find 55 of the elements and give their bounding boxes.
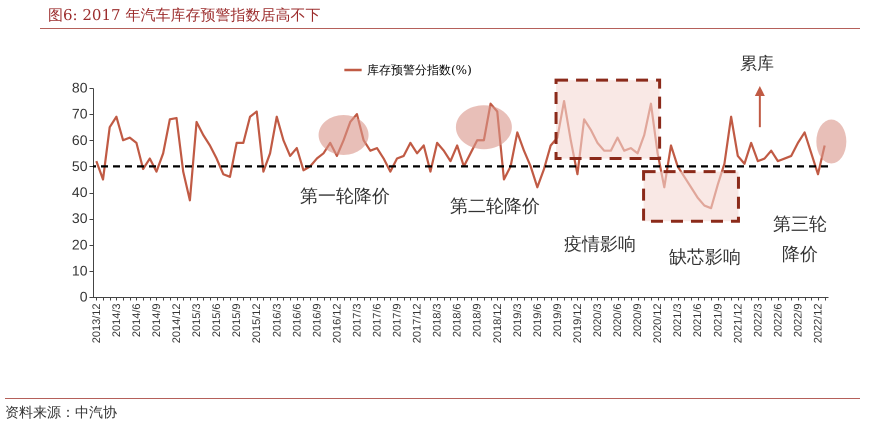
x-tick-label: 2017/6 [371, 304, 384, 338]
x-tick-label: 2022/3 [752, 304, 764, 338]
x-tick-label: 2020/12 [652, 304, 664, 344]
x-tick-label: 2014/6 [130, 304, 143, 338]
x-tick-label: 2021/9 [712, 304, 724, 338]
x-tick-label: 2020/6 [612, 304, 624, 338]
annotation: 疫情影响 [564, 234, 636, 255]
x-tick-label: 2015/12 [251, 304, 264, 344]
x-tick-label: 2018/6 [452, 304, 464, 338]
y-tick-label: 40 [72, 184, 88, 200]
x-tick-label: 2022/12 [812, 304, 824, 344]
x-tick-label: 2017/12 [412, 304, 424, 344]
text: 资料来源：中汽协 [5, 405, 117, 421]
annotation: 第三轮降价 [773, 214, 827, 265]
x-tick-label: 2014/12 [171, 304, 184, 344]
x-tick-label: 2016/9 [311, 304, 324, 338]
x-tick-label: 2019/6 [532, 304, 544, 338]
y-tick-label: 30 [72, 210, 88, 226]
x-tick-label: 2016/3 [271, 304, 284, 338]
annotation: 第一轮降价 [300, 186, 390, 207]
y-tick-label: 80 [72, 80, 88, 96]
y-tick-label: 60 [72, 132, 88, 148]
x-tick-label: 2018/9 [472, 304, 484, 338]
x-tick-label: 2021/12 [732, 304, 744, 344]
x-tick-label: 2015/6 [211, 304, 224, 338]
x-tick-label: 2017/3 [351, 304, 364, 338]
y-tick-label: 70 [72, 106, 88, 122]
x-tick-label: 2017/9 [392, 304, 404, 338]
x-tick-label: 2014/9 [150, 304, 163, 338]
x-tick-label: 2016/12 [331, 304, 344, 344]
y-tick-label: 50 [72, 158, 88, 174]
text: 累库 [740, 54, 774, 74]
x-tick-label: 2022/9 [792, 304, 804, 338]
x-tick-label: 2015/3 [191, 304, 204, 338]
y-tick-label: 10 [72, 262, 88, 278]
x-tick-label: 2021/6 [692, 304, 704, 338]
y-tick-label: 20 [72, 236, 88, 252]
x-tick-label: 2016/6 [291, 304, 304, 338]
x-tick-label: 2019/9 [552, 304, 564, 338]
x-tick-label: 2019/3 [512, 304, 524, 338]
chart-title: 图6: 2017 年汽车库存预警指数居高不下 [48, 6, 320, 24]
x-tick-label: 2020/9 [632, 304, 644, 338]
annotation: 第二轮降价 [450, 196, 540, 217]
x-tick-label: 2014/3 [110, 304, 123, 338]
annotation: 缺芯影响 [669, 247, 741, 268]
x-tick-label: 2020/3 [592, 304, 604, 338]
x-tick-label: 2021/3 [672, 304, 684, 338]
x-tick-label: 2013/12 [90, 304, 103, 344]
x-tick-label: 2018/12 [492, 304, 504, 344]
legend-label: 库存预警分指数(%) [367, 63, 472, 77]
x-tick-label: 2015/9 [231, 304, 244, 338]
x-tick-label: 2018/3 [432, 304, 444, 338]
x-tick-label: 2022/6 [772, 304, 784, 338]
y-tick-label: 0 [80, 288, 88, 304]
x-tick-label: 2019/12 [572, 304, 584, 344]
